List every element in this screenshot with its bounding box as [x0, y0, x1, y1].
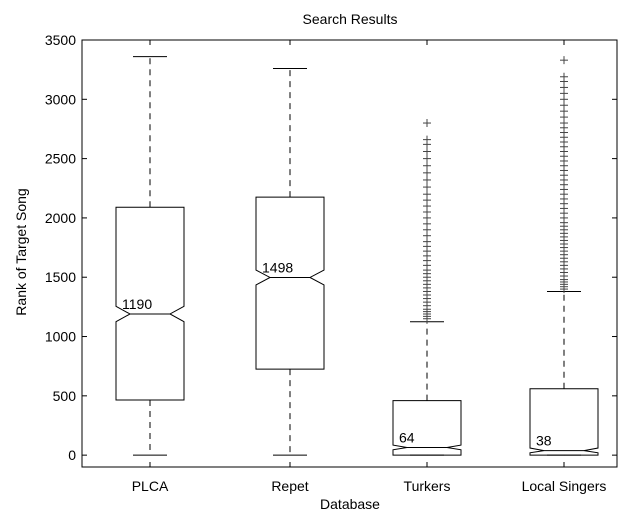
- median-value-label: 38: [536, 433, 552, 449]
- box-series: 1190 1498 64 38: [115, 56, 599, 456]
- box-body: [529, 388, 599, 456]
- box-body: [392, 400, 462, 456]
- outlier-point: [423, 183, 431, 192]
- outlier-point: [423, 154, 431, 163]
- y-tick-label: 3000: [45, 91, 76, 107]
- median-value-label: 1190: [122, 296, 152, 312]
- outlier-point: [423, 168, 431, 177]
- x-axis-label: Database: [320, 496, 380, 512]
- outlier-point: [560, 56, 568, 65]
- chart-title: Search Results: [303, 11, 398, 27]
- y-axis: 0 500 1000 1500 2000 2500 3000 3500: [45, 32, 617, 463]
- y-tick-label: 0: [68, 447, 76, 463]
- outlier-point: [423, 119, 431, 128]
- x-tick-label: PLCA: [132, 478, 169, 494]
- x-axis: PLCA Repet Turkers Local Singers: [132, 40, 607, 494]
- box-repet: 1498: [255, 67, 325, 456]
- y-axis-label: Rank of Target Song: [13, 188, 29, 315]
- box-plca: 1190: [115, 56, 185, 456]
- plot-frame: [81, 39, 618, 468]
- median-value-label: 1498: [262, 259, 293, 275]
- x-tick-label: Repet: [271, 478, 308, 494]
- box-turkers: 64: [392, 119, 462, 456]
- box-body: [115, 206, 185, 401]
- outlier-point: [423, 161, 431, 170]
- outlier-point: [423, 147, 431, 156]
- y-tick-label: 2000: [45, 210, 76, 226]
- x-tick-label: Turkers: [404, 478, 451, 494]
- y-tick-label: 1000: [45, 329, 76, 345]
- y-tick-label: 1500: [45, 269, 76, 285]
- y-tick-label: 500: [53, 388, 77, 404]
- median-value-label: 64: [399, 430, 415, 446]
- outlier-point: [423, 175, 431, 184]
- box-local-singers: 38: [529, 56, 599, 456]
- x-tick-label: Local Singers: [522, 478, 607, 494]
- box-body: [255, 196, 325, 370]
- outlier-point: [423, 190, 431, 199]
- outlier-point: [423, 135, 431, 144]
- outlier-point: [560, 72, 568, 81]
- y-tick-label: 3500: [45, 32, 76, 48]
- y-tick-label: 2500: [45, 151, 76, 167]
